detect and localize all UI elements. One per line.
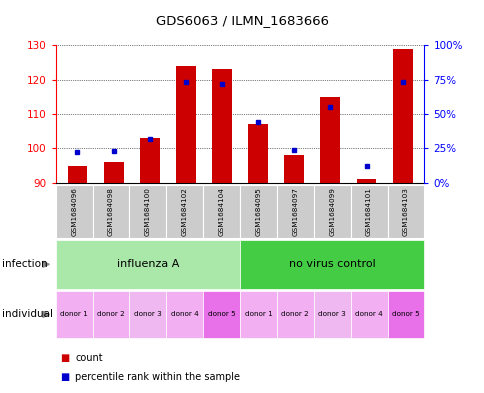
Bar xyxy=(248,124,268,183)
Text: GSM1684095: GSM1684095 xyxy=(255,187,261,236)
Bar xyxy=(284,155,303,183)
Bar xyxy=(392,49,412,183)
Bar xyxy=(139,138,159,183)
Text: donor 4: donor 4 xyxy=(354,311,382,318)
Text: GDS6063 / ILMN_1683666: GDS6063 / ILMN_1683666 xyxy=(156,14,328,27)
Bar xyxy=(212,69,231,183)
Text: influenza A: influenza A xyxy=(117,259,179,269)
Text: no virus control: no virus control xyxy=(288,259,375,269)
Text: donor 1: donor 1 xyxy=(60,311,88,318)
Text: donor 1: donor 1 xyxy=(244,311,272,318)
Text: GSM1684102: GSM1684102 xyxy=(182,187,187,236)
Text: donor 5: donor 5 xyxy=(391,311,419,318)
Bar xyxy=(320,97,340,183)
Bar xyxy=(176,66,196,183)
Text: donor 5: donor 5 xyxy=(207,311,235,318)
Text: GSM1684101: GSM1684101 xyxy=(365,187,371,236)
Text: GSM1684100: GSM1684100 xyxy=(145,187,151,236)
Text: infection: infection xyxy=(2,259,48,269)
Text: ■: ■ xyxy=(60,353,70,363)
Bar xyxy=(356,179,376,183)
Bar xyxy=(104,162,123,183)
Text: GSM1684103: GSM1684103 xyxy=(402,187,408,236)
Text: GSM1684097: GSM1684097 xyxy=(292,187,298,236)
Text: individual: individual xyxy=(2,309,53,320)
Text: ■: ■ xyxy=(60,372,70,382)
Text: GSM1684099: GSM1684099 xyxy=(329,187,334,236)
Text: GSM1684104: GSM1684104 xyxy=(218,187,224,236)
Bar xyxy=(67,165,87,183)
Text: donor 2: donor 2 xyxy=(281,311,309,318)
Text: GSM1684098: GSM1684098 xyxy=(108,187,114,236)
Text: donor 4: donor 4 xyxy=(170,311,198,318)
Text: count: count xyxy=(75,353,103,363)
Text: percentile rank within the sample: percentile rank within the sample xyxy=(75,372,240,382)
Text: donor 3: donor 3 xyxy=(318,311,346,318)
Text: GSM1684096: GSM1684096 xyxy=(71,187,77,236)
Text: donor 3: donor 3 xyxy=(134,311,162,318)
Text: donor 2: donor 2 xyxy=(97,311,125,318)
